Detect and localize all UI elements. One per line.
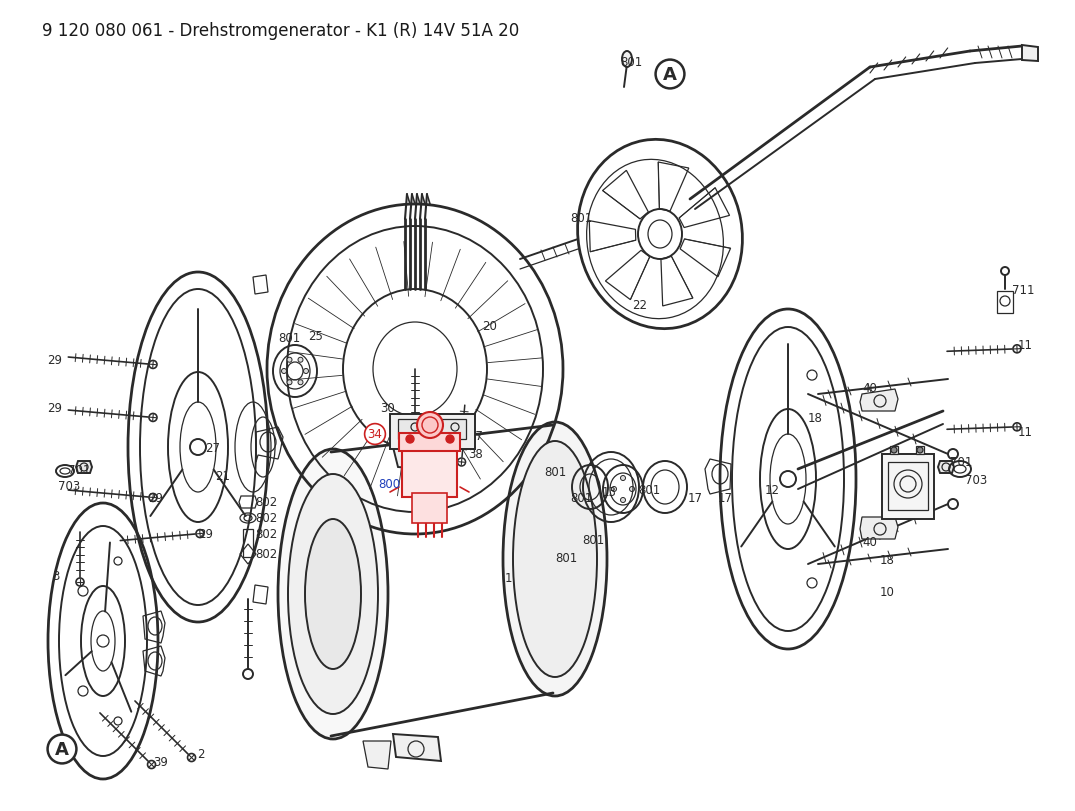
Text: 17: 17 xyxy=(718,491,733,504)
Bar xyxy=(243,530,253,557)
Text: 800: 800 xyxy=(378,478,400,491)
Text: 39: 39 xyxy=(153,754,168,767)
Text: 29: 29 xyxy=(198,528,213,541)
Text: 802: 802 xyxy=(255,512,277,525)
Ellipse shape xyxy=(622,52,632,68)
Ellipse shape xyxy=(917,448,923,453)
Polygon shape xyxy=(393,734,441,761)
Ellipse shape xyxy=(446,436,454,444)
Polygon shape xyxy=(938,461,954,474)
Text: 801: 801 xyxy=(570,491,592,504)
Text: 1: 1 xyxy=(505,571,513,584)
Text: 12: 12 xyxy=(765,483,780,496)
Text: 801: 801 xyxy=(555,551,577,564)
Text: 25: 25 xyxy=(309,329,322,342)
Text: 9 120 080 061 - Drehstromgenerator - K1 (R) 14V 51A 20: 9 120 080 061 - Drehstromgenerator - K1 … xyxy=(42,22,519,40)
Ellipse shape xyxy=(305,519,361,669)
Text: 703: 703 xyxy=(58,480,81,493)
Text: A: A xyxy=(663,66,677,84)
Text: 22: 22 xyxy=(632,298,647,311)
Text: 34: 34 xyxy=(368,428,383,441)
Text: 802: 802 xyxy=(255,528,277,541)
Bar xyxy=(888,462,928,510)
Text: 40: 40 xyxy=(862,534,877,547)
Bar xyxy=(402,443,457,497)
Text: 3: 3 xyxy=(52,570,59,583)
Text: 29: 29 xyxy=(148,491,163,504)
Text: 17: 17 xyxy=(688,491,703,504)
Ellipse shape xyxy=(620,498,626,503)
Text: 29: 29 xyxy=(47,401,62,414)
Ellipse shape xyxy=(513,441,597,677)
Text: 29: 29 xyxy=(47,353,62,366)
Text: 18: 18 xyxy=(808,411,822,424)
Bar xyxy=(997,292,1013,314)
Ellipse shape xyxy=(503,423,607,696)
Ellipse shape xyxy=(406,436,414,444)
Bar xyxy=(390,414,475,449)
Text: 802: 802 xyxy=(255,547,277,561)
Polygon shape xyxy=(76,461,92,474)
Text: 802: 802 xyxy=(255,496,277,508)
Text: 13: 13 xyxy=(602,485,617,498)
Ellipse shape xyxy=(288,474,378,714)
Bar xyxy=(412,493,447,523)
Text: 801: 801 xyxy=(620,55,642,68)
Bar xyxy=(398,419,465,440)
Ellipse shape xyxy=(287,358,292,363)
Text: 11: 11 xyxy=(1018,425,1033,438)
Text: 11: 11 xyxy=(1018,338,1033,351)
Text: 2: 2 xyxy=(197,748,204,761)
Text: 801: 801 xyxy=(582,533,604,546)
Text: 701: 701 xyxy=(950,455,973,468)
Polygon shape xyxy=(393,441,443,471)
Text: 801: 801 xyxy=(278,331,300,344)
Text: 801: 801 xyxy=(570,211,592,224)
Ellipse shape xyxy=(282,369,287,374)
Text: A: A xyxy=(55,740,69,758)
Text: 701: 701 xyxy=(68,463,90,476)
Bar xyxy=(890,446,898,454)
Ellipse shape xyxy=(612,487,616,492)
Text: 40: 40 xyxy=(862,381,877,394)
Text: 21: 21 xyxy=(215,469,230,482)
Ellipse shape xyxy=(891,448,897,453)
Ellipse shape xyxy=(303,369,309,374)
Ellipse shape xyxy=(298,358,303,363)
Bar xyxy=(882,454,934,519)
Text: 27: 27 xyxy=(205,441,220,454)
Text: 30: 30 xyxy=(379,401,395,414)
Text: 801: 801 xyxy=(544,465,567,478)
Polygon shape xyxy=(860,517,898,539)
Ellipse shape xyxy=(287,380,292,385)
Bar xyxy=(399,433,460,452)
Polygon shape xyxy=(1022,46,1038,62)
Text: 10: 10 xyxy=(880,585,894,598)
Polygon shape xyxy=(860,389,898,411)
Ellipse shape xyxy=(417,413,443,439)
Text: 711: 711 xyxy=(1012,283,1034,296)
Ellipse shape xyxy=(630,487,634,492)
Text: 38: 38 xyxy=(468,448,483,461)
Text: 20: 20 xyxy=(482,319,497,332)
Text: 18: 18 xyxy=(880,553,894,566)
Text: 801: 801 xyxy=(637,483,660,496)
Polygon shape xyxy=(363,741,391,769)
Ellipse shape xyxy=(620,476,626,481)
Text: 37: 37 xyxy=(468,429,483,442)
Ellipse shape xyxy=(278,449,388,739)
Ellipse shape xyxy=(298,380,303,385)
Text: 703: 703 xyxy=(965,473,987,486)
Bar xyxy=(916,446,924,454)
